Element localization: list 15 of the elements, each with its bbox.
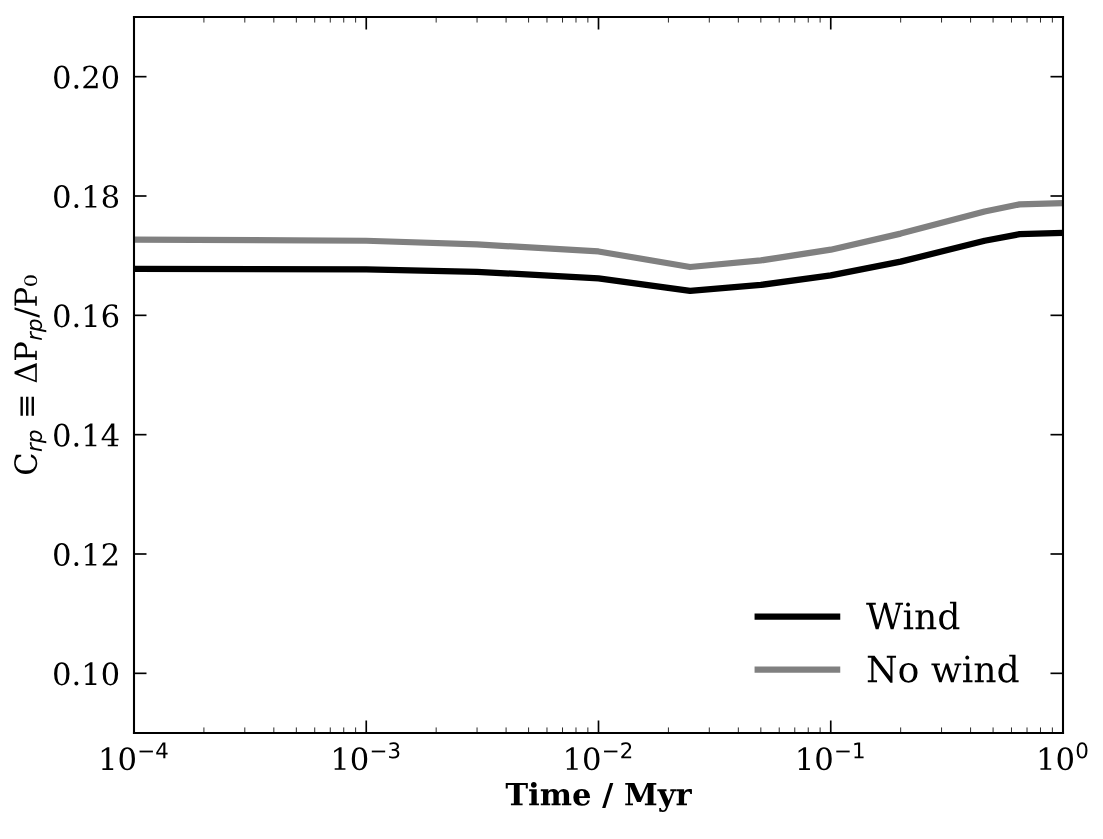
y-axis-title: C$_{rp}$ ≡ ΔP$_{rp}$/P₀ xyxy=(14,275,47,474)
y-tick-label: 0.14 xyxy=(54,423,119,447)
y-tick-label: 0.10 xyxy=(54,662,119,686)
legend-label: No wind xyxy=(867,654,1019,683)
x-tick-label: 10$^{−2}$ xyxy=(566,742,632,771)
x-tick-label: 10$^{−4}$ xyxy=(101,742,168,771)
y-tick-label: 0.20 xyxy=(54,65,119,89)
y-tick-label: 0.12 xyxy=(54,542,118,567)
x-tick-label: 10$^{0}$ xyxy=(1039,742,1088,771)
legend-label: Wind xyxy=(866,601,960,630)
x-tick-label: 10$^{−3}$ xyxy=(334,742,400,771)
x-axis-title: Time / Myr xyxy=(505,782,692,813)
y-tick-label: 0.18 xyxy=(54,184,119,209)
y-tick-label: 0.16 xyxy=(54,304,119,328)
x-tick-label: 10$^{−1}$ xyxy=(798,742,864,771)
